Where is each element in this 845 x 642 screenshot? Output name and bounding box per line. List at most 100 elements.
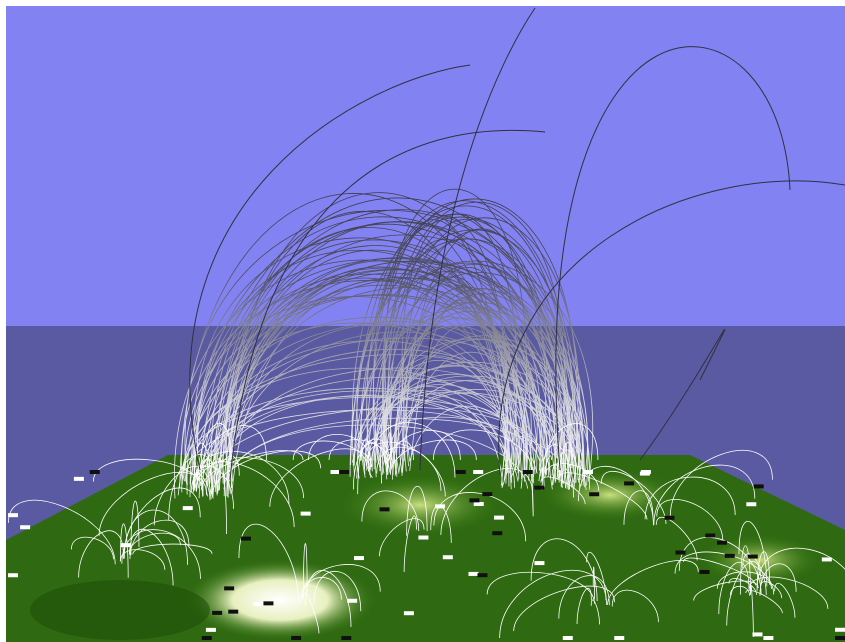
footpoint (492, 531, 503, 536)
field-line (352, 389, 503, 487)
field-line (130, 500, 140, 556)
field-line (7, 499, 116, 565)
field-line (198, 197, 573, 499)
footpoint (534, 485, 545, 490)
sunspot (341, 636, 352, 640)
footpoint (589, 492, 600, 497)
field-line (373, 213, 547, 482)
field-line (224, 267, 538, 482)
field-line (214, 455, 240, 492)
sunspot (746, 502, 757, 507)
field-line (486, 571, 595, 604)
field-line (409, 405, 538, 474)
field-line (303, 543, 308, 599)
bright-region (340, 475, 500, 535)
field-line (726, 561, 762, 626)
footpoint (205, 627, 216, 632)
field-line (367, 441, 382, 484)
field-line (386, 430, 461, 472)
field-line (674, 551, 775, 595)
field-line (379, 518, 425, 557)
field-line (193, 454, 215, 491)
footpoint (20, 525, 31, 530)
field-line (189, 64, 471, 471)
field-line (305, 570, 352, 627)
sunspot (473, 470, 484, 474)
field-line (558, 442, 573, 483)
field-line (656, 499, 724, 541)
sunspot (455, 470, 466, 474)
field-line (202, 269, 566, 497)
field-line (354, 200, 586, 488)
field-line (644, 476, 736, 520)
field-line (185, 409, 542, 485)
field-line (153, 466, 209, 526)
field-line (192, 451, 290, 504)
field-line (432, 429, 534, 477)
field-line (558, 472, 648, 520)
field-line (558, 575, 610, 619)
field-line (168, 454, 219, 520)
field-line (738, 521, 768, 587)
field-line (210, 223, 542, 492)
field-line (409, 299, 512, 478)
field-line (611, 589, 659, 623)
field-line (222, 234, 584, 483)
field-line (623, 490, 654, 525)
field-line (304, 592, 320, 634)
field-line (132, 543, 213, 555)
field-line (313, 570, 362, 612)
footpoint (835, 627, 845, 632)
field-line (361, 490, 420, 531)
field-line (217, 210, 512, 490)
footpoint (582, 470, 593, 474)
field-line (419, 7, 536, 471)
photosphere-plate (6, 455, 845, 642)
bright-region (185, 560, 375, 640)
footpoint (120, 543, 131, 548)
field-line (576, 587, 592, 624)
sunspot (482, 492, 493, 497)
sunspot (201, 636, 212, 640)
footpoint (240, 536, 251, 541)
field-line (541, 423, 599, 478)
field-line (433, 492, 527, 542)
field-line (406, 485, 428, 536)
field-line (98, 471, 207, 536)
footpoint (705, 533, 716, 538)
field-line (231, 192, 518, 482)
field-line (395, 276, 509, 477)
field-line (229, 129, 546, 481)
footpoint (300, 511, 311, 516)
footpoint (379, 507, 390, 512)
footpoint (716, 540, 727, 545)
sunspot (640, 470, 651, 474)
field-line (556, 449, 579, 481)
field-line (653, 464, 756, 525)
sunspot (473, 502, 484, 507)
footpoint (353, 556, 364, 561)
field-line (729, 585, 750, 596)
footpoint (752, 632, 763, 637)
field-line (193, 237, 511, 489)
field-line (192, 465, 234, 509)
field-line (201, 294, 561, 484)
field-line (182, 397, 545, 482)
sunspot (724, 553, 735, 558)
field-line (655, 517, 698, 561)
field-line (184, 209, 575, 485)
field-line (192, 322, 509, 486)
footpoint (753, 484, 764, 489)
field-line (388, 201, 565, 474)
field-line (376, 446, 442, 491)
field-line (384, 263, 572, 490)
footpoint (403, 611, 414, 616)
field-line (639, 328, 726, 461)
footpoint (747, 554, 758, 559)
field-line (226, 324, 520, 497)
field-line (181, 367, 533, 485)
sunspot (89, 470, 100, 474)
sunspot (763, 636, 774, 640)
field-line (189, 321, 574, 498)
